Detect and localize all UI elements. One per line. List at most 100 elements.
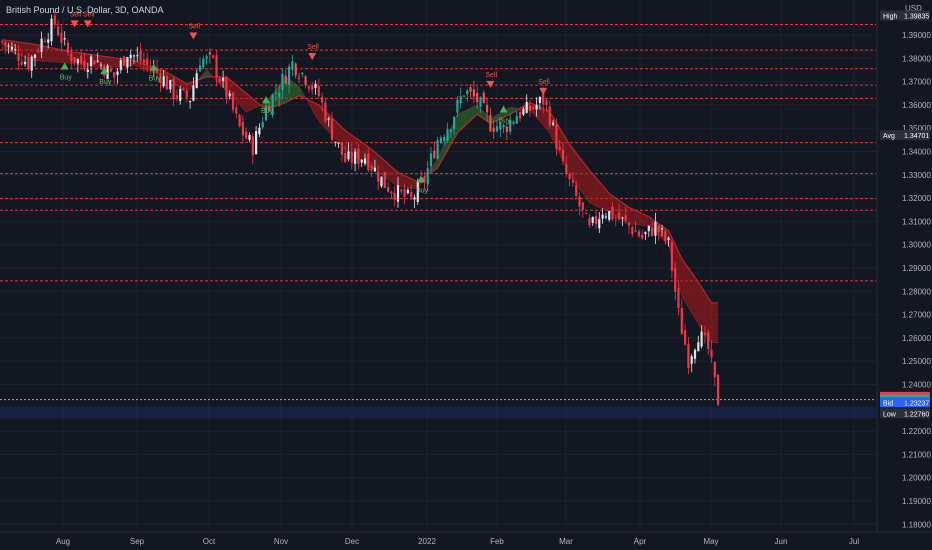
candle-body[interactable] xyxy=(208,52,211,55)
candle-body[interactable] xyxy=(222,77,225,82)
candle-body[interactable] xyxy=(489,115,492,132)
candle-body[interactable] xyxy=(505,126,508,132)
candle-body[interactable] xyxy=(175,95,178,98)
candle-body[interactable] xyxy=(10,46,13,50)
candle-body[interactable] xyxy=(522,108,525,115)
candle-body[interactable] xyxy=(189,101,192,103)
candle-body[interactable] xyxy=(304,76,307,85)
candle-body[interactable] xyxy=(601,214,604,219)
candle-body[interactable] xyxy=(462,95,466,97)
candle-body[interactable] xyxy=(43,41,46,43)
candle-body[interactable] xyxy=(96,60,99,62)
candle-body[interactable] xyxy=(106,65,109,80)
candle-body[interactable] xyxy=(360,159,363,163)
candle-body[interactable] xyxy=(146,58,149,65)
candle-body[interactable] xyxy=(387,187,390,192)
candle-body[interactable] xyxy=(215,55,218,78)
candle-body[interactable] xyxy=(238,114,241,127)
candle-body[interactable] xyxy=(469,87,472,92)
candle-body[interactable] xyxy=(142,59,145,64)
candle-body[interactable] xyxy=(340,142,343,155)
candle-body[interactable] xyxy=(129,54,132,59)
candle-body[interactable] xyxy=(0,41,4,43)
candle-body[interactable] xyxy=(693,349,697,359)
candle-body[interactable] xyxy=(406,189,409,194)
candle-body[interactable] xyxy=(73,57,76,63)
candle-body[interactable] xyxy=(241,122,244,136)
candle-body[interactable] xyxy=(370,165,373,171)
candle-body[interactable] xyxy=(347,151,350,160)
candle-body[interactable] xyxy=(443,137,446,141)
candle-body[interactable] xyxy=(159,73,162,83)
candle-body[interactable] xyxy=(390,191,393,194)
candle-body[interactable] xyxy=(136,55,139,57)
candle-body[interactable] xyxy=(660,228,664,230)
candle-body[interactable] xyxy=(139,50,142,62)
candle-body[interactable] xyxy=(433,150,436,159)
candle-body[interactable] xyxy=(327,118,330,120)
candle-body[interactable] xyxy=(93,60,96,65)
candle-body[interactable] xyxy=(647,225,650,232)
candle-body[interactable] xyxy=(245,131,248,139)
candle-body[interactable] xyxy=(604,216,607,218)
candle-body[interactable] xyxy=(611,206,614,220)
candle-body[interactable] xyxy=(453,116,456,130)
candle-body[interactable] xyxy=(558,146,561,150)
candle-body[interactable] xyxy=(255,131,258,155)
candle-body[interactable] xyxy=(614,217,617,219)
candle-body[interactable] xyxy=(677,288,680,309)
candle-body[interactable] xyxy=(317,85,320,97)
candle-body[interactable] xyxy=(525,101,528,113)
candle-body[interactable] xyxy=(581,202,584,211)
candle-body[interactable] xyxy=(654,221,657,236)
candle-body[interactable] xyxy=(17,53,20,62)
candle-body[interactable] xyxy=(202,58,205,68)
candle-body[interactable] xyxy=(429,153,433,167)
candle-body[interactable] xyxy=(185,91,188,98)
candle-body[interactable] xyxy=(40,38,43,52)
candle-body[interactable] xyxy=(588,218,591,226)
candle-body[interactable] xyxy=(651,227,654,236)
candle-body[interactable] xyxy=(492,127,495,132)
candle-body[interactable] xyxy=(281,73,284,91)
candle-body[interactable] xyxy=(20,61,23,65)
candle-body[interactable] xyxy=(515,116,518,124)
candle-body[interactable] xyxy=(24,61,27,65)
candle-body[interactable] xyxy=(486,105,489,113)
candle-body[interactable] xyxy=(627,222,631,226)
candle-body[interactable] xyxy=(169,80,172,90)
candle-body[interactable] xyxy=(70,53,73,62)
candle-body[interactable] xyxy=(63,38,66,40)
candle-body[interactable] xyxy=(321,96,324,103)
candle-body[interactable] xyxy=(297,77,301,79)
candle-body[interactable] xyxy=(707,331,710,349)
candle-body[interactable] xyxy=(291,61,294,70)
candle-body[interactable] xyxy=(535,104,538,110)
candle-body[interactable] xyxy=(182,88,185,90)
candle-body[interactable] xyxy=(403,188,406,197)
candle-body[interactable] xyxy=(383,171,386,188)
candle-body[interactable] xyxy=(565,164,568,175)
candle-body[interactable] xyxy=(670,242,673,271)
candle-body[interactable] xyxy=(641,234,644,239)
candle-body[interactable] xyxy=(472,89,475,97)
candle-body[interactable] xyxy=(700,331,703,347)
candle-body[interactable] xyxy=(27,57,30,70)
candle-body[interactable] xyxy=(436,140,439,159)
candle-body[interactable] xyxy=(205,56,208,59)
candle-body[interactable] xyxy=(624,215,627,221)
candle-body[interactable] xyxy=(509,120,512,132)
candle-body[interactable] xyxy=(439,137,442,143)
candle-body[interactable] xyxy=(86,69,89,73)
candle-body[interactable] xyxy=(499,122,502,130)
candle-body[interactable] xyxy=(561,149,565,162)
candle-body[interactable] xyxy=(423,176,426,183)
candle-body[interactable] xyxy=(225,77,228,98)
candle-body[interactable] xyxy=(14,49,17,51)
candle-body[interactable] xyxy=(618,212,621,220)
candle-body[interactable] xyxy=(466,90,469,95)
candle-body[interactable] xyxy=(116,71,119,76)
candle-body[interactable] xyxy=(373,167,376,172)
candle-body[interactable] xyxy=(591,217,594,223)
